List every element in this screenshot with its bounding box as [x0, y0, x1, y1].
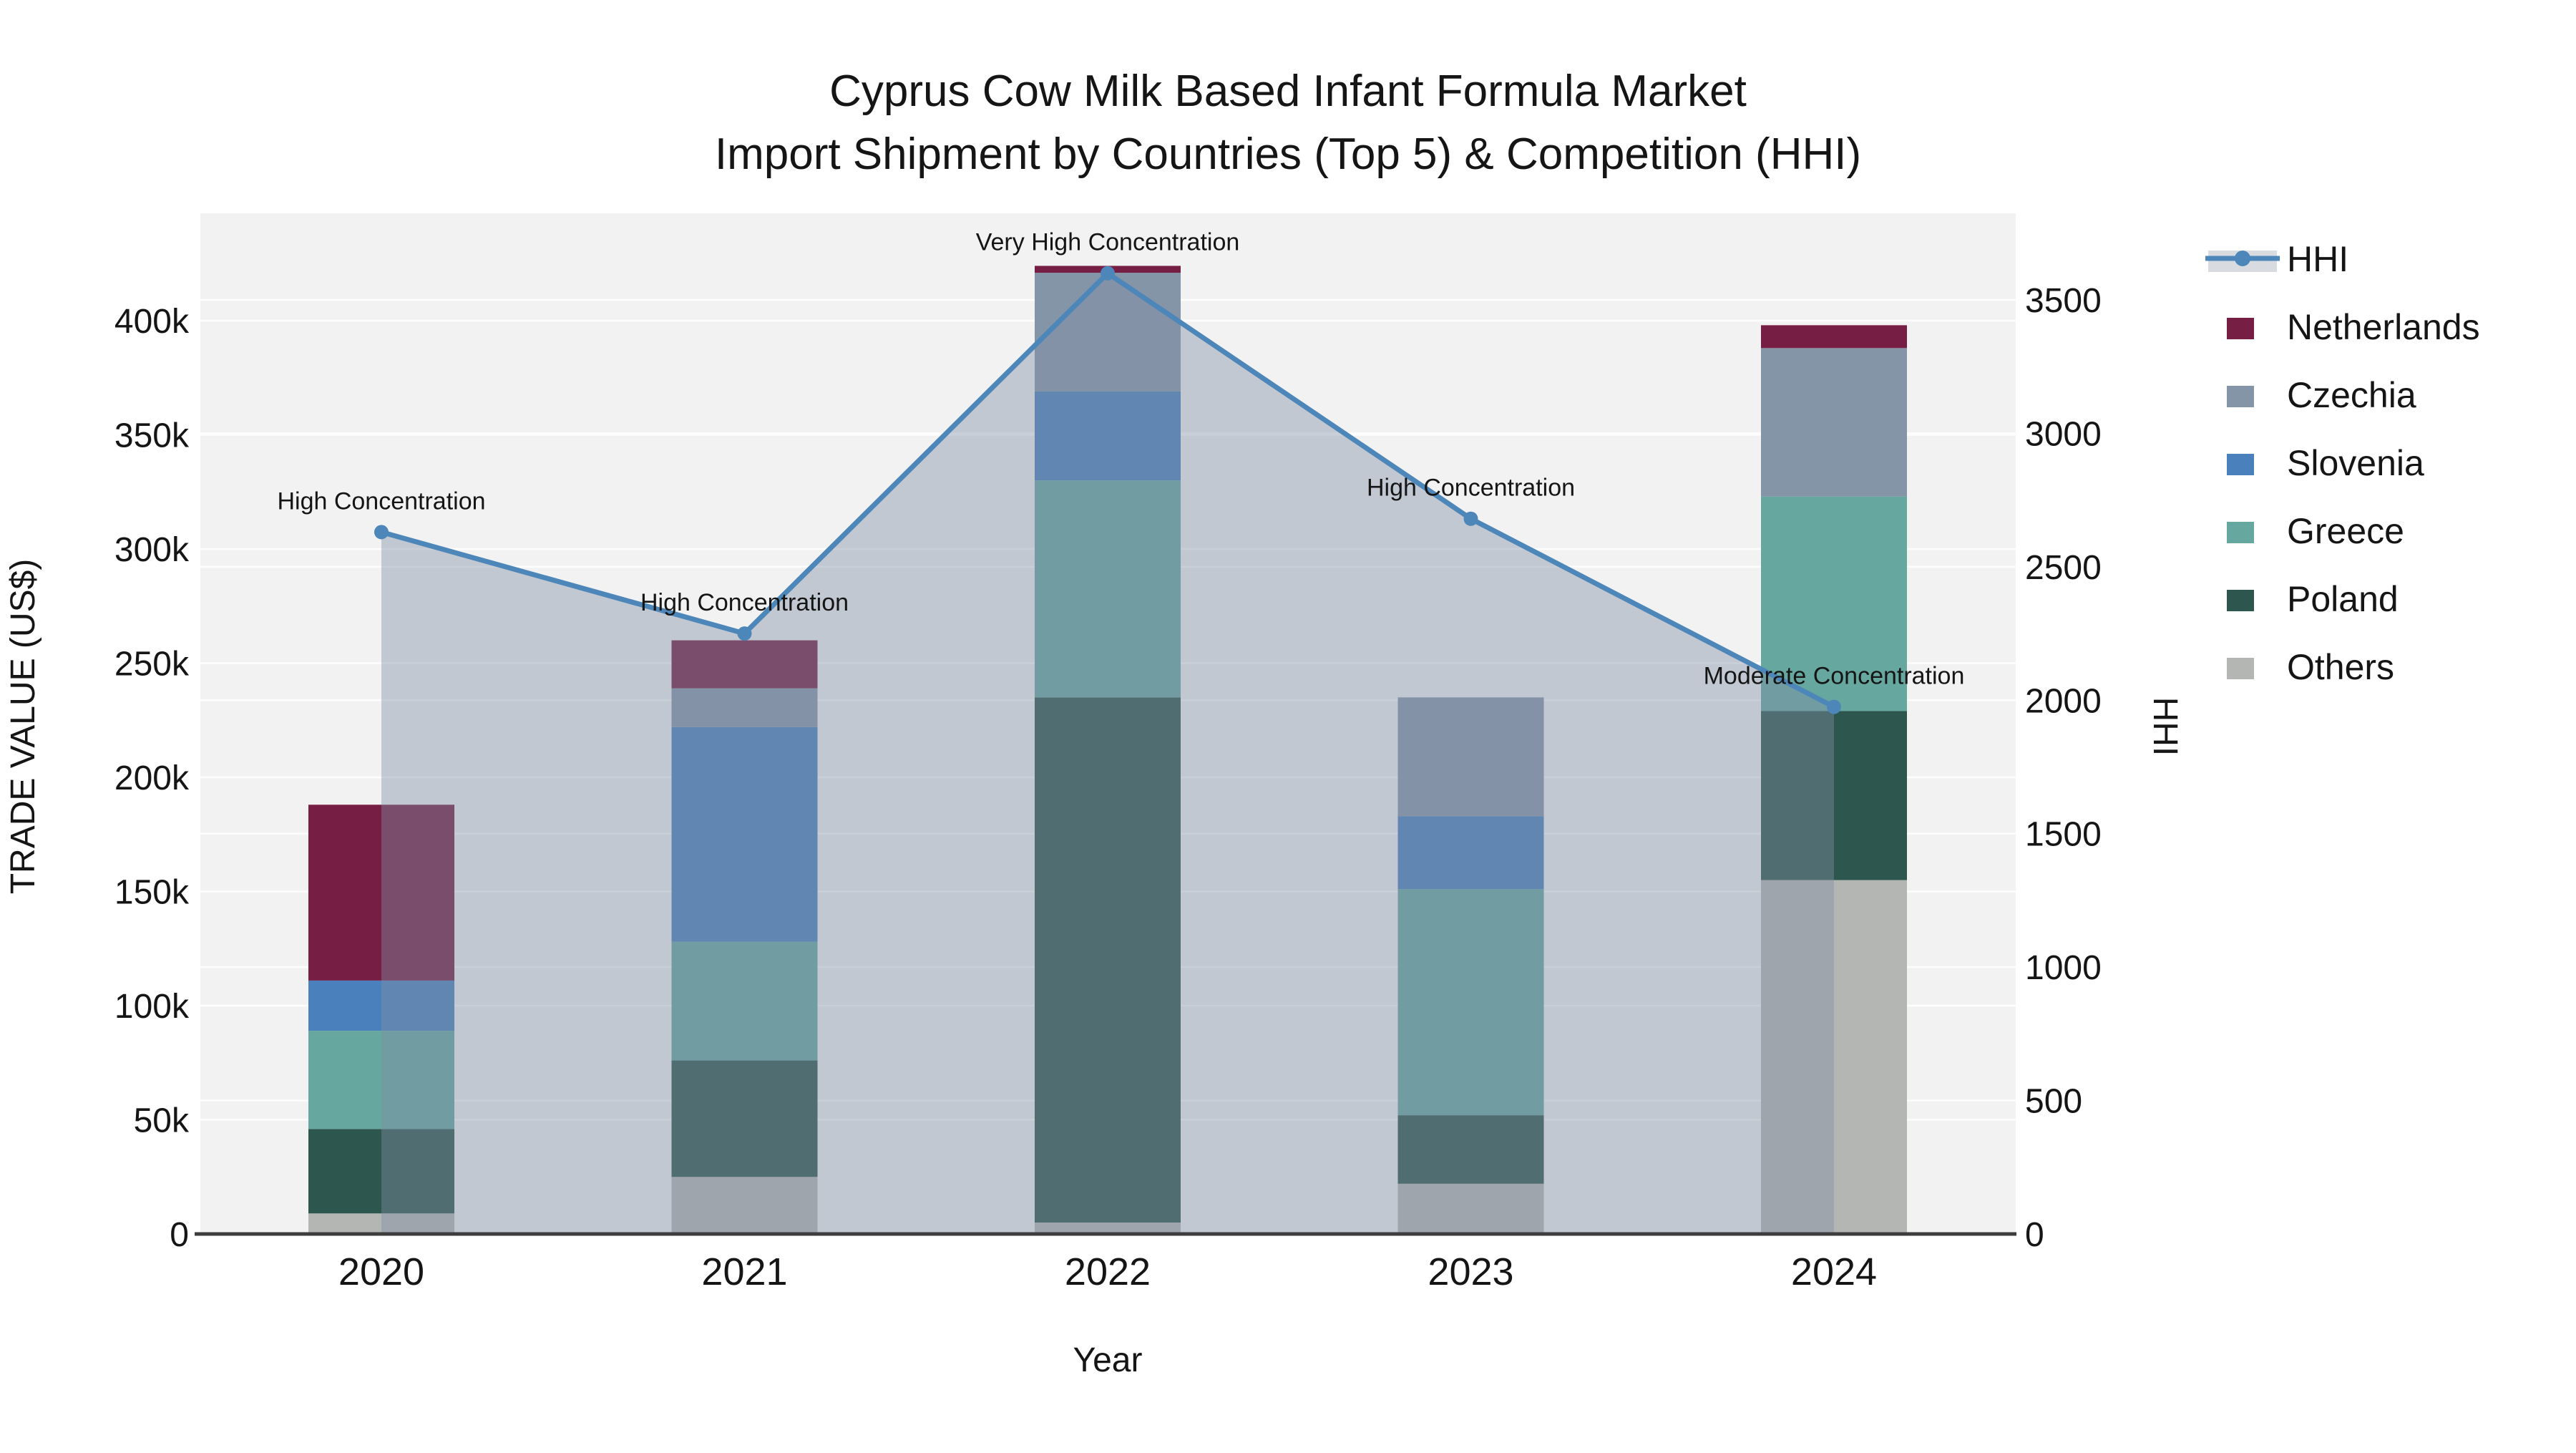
bar-segment-czechia-2021: [671, 688, 818, 727]
legend-swatch-czechia: [2227, 386, 2254, 407]
legend-swatch-poland: [2227, 590, 2254, 611]
x-tick-2020: 2020: [338, 1250, 424, 1293]
legend-swatch-slovenia: [2227, 454, 2254, 475]
annotation-2020: High Concentration: [277, 487, 485, 515]
annotation-2021: High Concentration: [640, 589, 849, 616]
hhi-markers: [374, 266, 1841, 714]
legend-label-greece: Greece: [2287, 511, 2404, 551]
bar-segment-greece-2023: [1397, 889, 1544, 1116]
bar-segment-greece-2022: [1035, 480, 1181, 698]
bar-segment-others-2021: [671, 1177, 818, 1234]
y-left-tick: 350k: [114, 417, 190, 455]
bar-segment-netherlands-2021: [671, 640, 818, 689]
y-right-tick: 1000: [2025, 949, 2102, 987]
hhi-point-2024: [1827, 699, 1841, 714]
x-tick-labels: 2020 2021 2022 2023 2024: [338, 1250, 1877, 1293]
bar-segment-netherlands-2024: [1761, 325, 1907, 349]
y-left-tick: 400k: [114, 303, 190, 341]
legend: HHI Netherlands Czechia Slovenia Greece Polan…: [2205, 239, 2480, 687]
chart-title-line2: Import Shipment by Countries (Top 5) & C…: [715, 130, 1861, 179]
y-right-tick: 3000: [2025, 415, 2102, 453]
bar-segment-netherlands-2020: [308, 805, 454, 981]
y-left-tick-labels: 0 50k 100k 150k 200k 250k 300k 350k 400k: [114, 303, 190, 1254]
y-left-tick: 300k: [114, 531, 190, 569]
x-tick-2024: 2024: [1791, 1250, 1877, 1293]
stacked-bars: [308, 266, 1907, 1234]
bar-segment-poland-2021: [671, 1060, 818, 1177]
bar-segment-greece-2021: [671, 941, 818, 1061]
bar-segment-others-2024: [1761, 880, 1907, 1234]
x-tick-2023: 2023: [1428, 1250, 1513, 1293]
bar-segment-poland-2023: [1397, 1115, 1544, 1184]
legend-swatch-netherlands: [2227, 318, 2254, 339]
bar-segment-greece-2024: [1761, 496, 1907, 711]
bar-segment-czechia-2024: [1761, 348, 1907, 497]
bar-segment-poland-2020: [308, 1129, 454, 1214]
bar-segment-poland-2024: [1761, 711, 1907, 880]
legend-label-netherlands: Netherlands: [2287, 307, 2480, 347]
hhi-area-fill: [381, 273, 1834, 1234]
y-right-tick: 2500: [2025, 549, 2102, 587]
hhi-point-2020: [374, 525, 389, 540]
annotation-2022: Very High Concentration: [976, 229, 1240, 256]
y-left-tick: 0: [170, 1216, 189, 1254]
legend-swatch-others: [2227, 658, 2254, 679]
hhi-point-2022: [1101, 266, 1115, 281]
hhi-point-2021: [737, 626, 752, 641]
y-right-tick-labels: 0 500 1000 1500 2000 2500 3000 3500: [2025, 282, 2102, 1254]
bar-segment-others-2023: [1397, 1183, 1544, 1234]
x-axis-title: Year: [1073, 1341, 1143, 1379]
legend-hhi-marker-sample: [2235, 251, 2250, 266]
y-right-tick: 2000: [2025, 682, 2102, 720]
bar-segment-slovenia-2021: [671, 726, 818, 942]
bar-segment-others-2022: [1035, 1223, 1181, 1234]
bar-segment-slovenia-2023: [1397, 816, 1544, 890]
bar-segment-slovenia-2020: [308, 980, 454, 1031]
x-tick-2022: 2022: [1065, 1250, 1151, 1293]
legend-label-poland: Poland: [2287, 579, 2399, 619]
y-left-tick: 250k: [114, 646, 190, 684]
y-right-tick: 500: [2025, 1083, 2082, 1121]
y-right-tick: 3500: [2025, 282, 2102, 320]
bar-segment-czechia-2023: [1397, 697, 1544, 817]
x-tick-2021: 2021: [701, 1250, 787, 1293]
hhi-annotations: High Concentration High Concentration Very…: [277, 229, 1964, 690]
annotation-2023: High Concentration: [1367, 475, 1575, 502]
chart-title-line1: Cyprus Cow Milk Based Infant Formula Mar…: [829, 67, 1747, 116]
hhi-point-2023: [1463, 511, 1478, 526]
y-left-axis-title: TRADE VALUE (US$): [4, 559, 42, 895]
bar-segment-greece-2020: [308, 1031, 454, 1129]
bar-segment-slovenia-2022: [1035, 391, 1181, 481]
y-left-tick: 50k: [134, 1102, 190, 1140]
y-left-tick: 200k: [114, 759, 190, 797]
bar-segment-czechia-2022: [1035, 273, 1181, 392]
y-left-tick: 150k: [114, 874, 190, 912]
legend-swatch-greece: [2227, 522, 2254, 543]
y-right-axis-title: HHI: [2146, 697, 2184, 757]
legend-label-hhi: HHI: [2287, 239, 2348, 279]
bar-segment-others-2020: [308, 1213, 454, 1234]
bar-segment-poland-2022: [1035, 697, 1181, 1223]
legend-label-others: Others: [2287, 647, 2394, 687]
y-left-tick: 100k: [114, 988, 190, 1026]
y-right-tick: 1500: [2025, 816, 2102, 854]
y-right-tick: 0: [2025, 1216, 2044, 1254]
annotation-2024: Moderate Concentration: [1704, 663, 1965, 690]
legend-label-slovenia: Slovenia: [2287, 443, 2424, 483]
legend-label-czechia: Czechia: [2287, 375, 2416, 415]
